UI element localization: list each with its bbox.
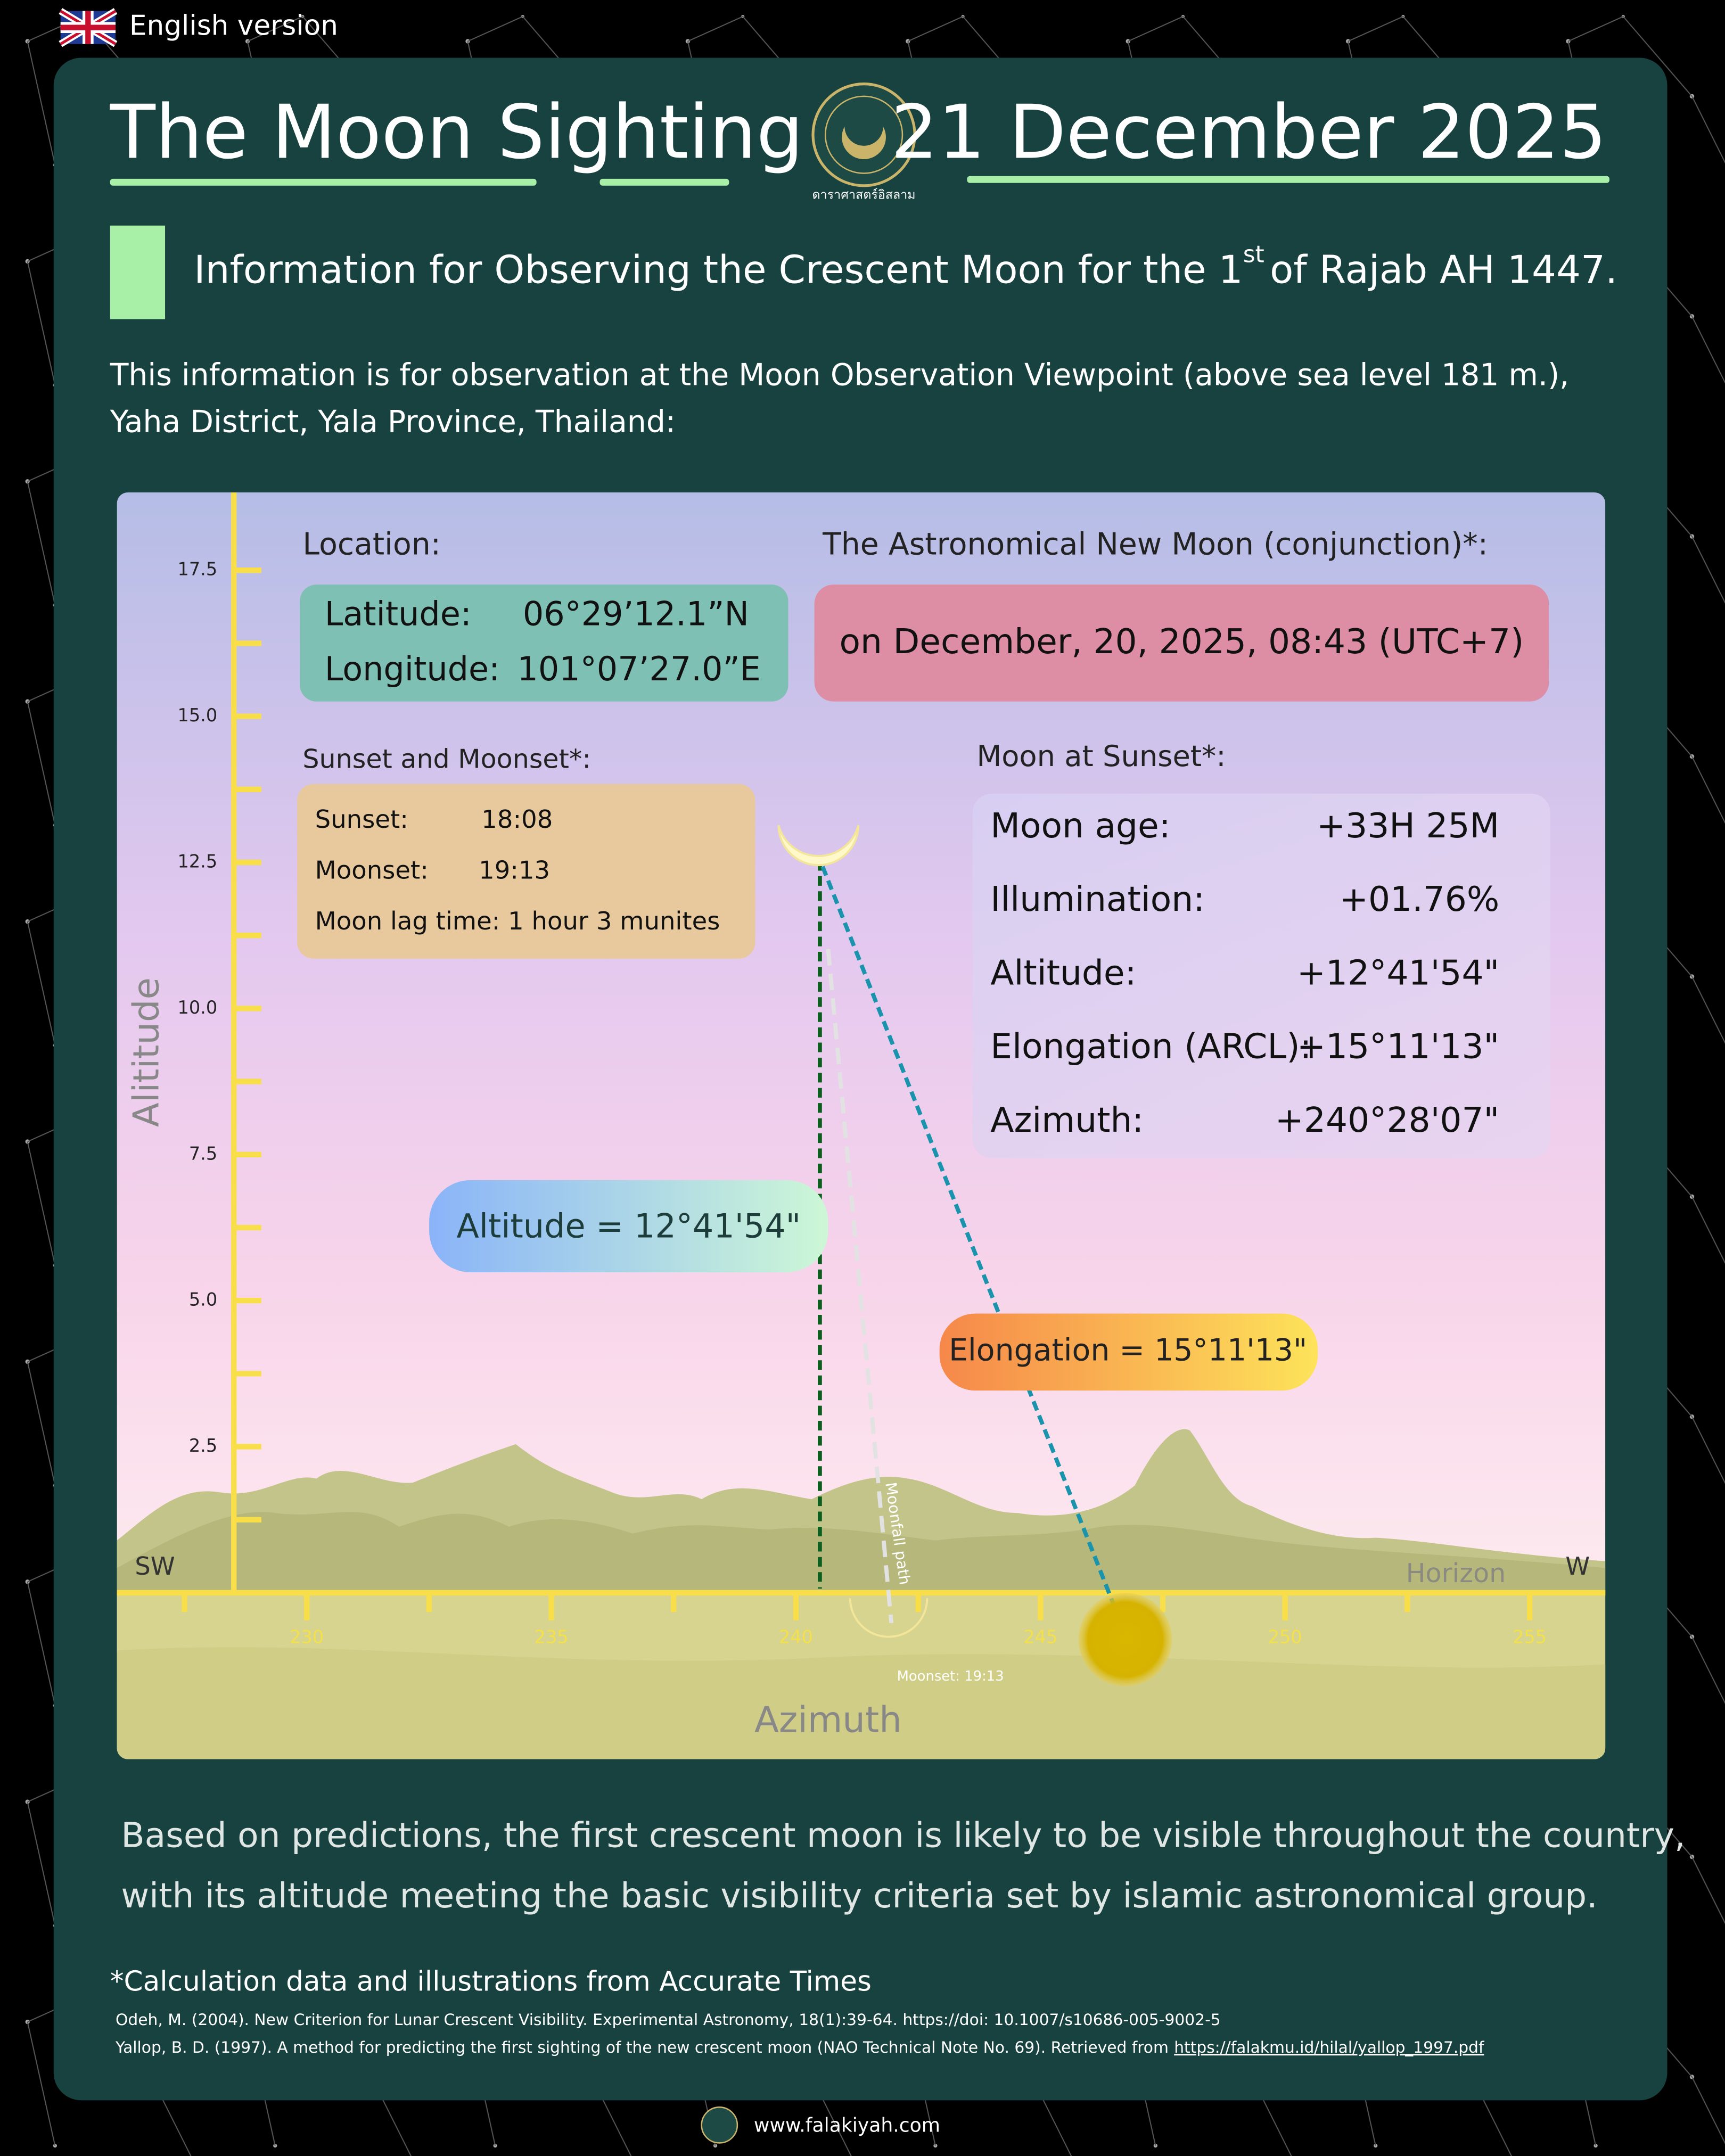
title-underline bbox=[110, 178, 537, 186]
moon-row-label: Altitude: bbox=[990, 953, 1136, 993]
logo-text: ดาราศาสตร์อิสลาม bbox=[812, 187, 916, 202]
conclusion-line: Based on predictions, the first crescent… bbox=[121, 1815, 1685, 1855]
moon-row-label: Azimuth: bbox=[990, 1100, 1144, 1140]
reference-text: Yallop, B. D. (1997). A method for predi… bbox=[115, 2038, 1169, 2057]
azimuth-tick-label: 230 bbox=[290, 1627, 324, 1648]
elongation-callout: Elongation = 15°11'13" bbox=[949, 1332, 1307, 1368]
subtitle-marker bbox=[110, 225, 166, 319]
footnote: *Calculation data and illustrations from… bbox=[110, 1966, 872, 1998]
conjunction-box bbox=[814, 585, 1549, 702]
altitude-tick-label: 5.0 bbox=[189, 1289, 217, 1310]
moon-crescent bbox=[777, 825, 860, 867]
subtitle-text-end: of Rajab AH 1447. bbox=[1270, 248, 1617, 293]
logo bbox=[811, 83, 916, 187]
website[interactable]: www.falakiyah.com bbox=[754, 2113, 940, 2136]
azimuth-axis-title: Azimuth bbox=[754, 1699, 902, 1740]
altitude-tick-label: 10.0 bbox=[177, 997, 217, 1018]
moon-sunset-box bbox=[972, 793, 1550, 1158]
azimuth-tick-label: 255 bbox=[1513, 1627, 1547, 1648]
sun bbox=[1078, 1592, 1172, 1686]
horizon-label: Horizon bbox=[1406, 1558, 1506, 1589]
moonset-value: 19:13 bbox=[479, 856, 550, 885]
moon-row-value: +12°41'54" bbox=[1297, 953, 1499, 993]
altitude-tick-label: 17.5 bbox=[177, 559, 217, 580]
ground-shade bbox=[117, 1647, 1606, 1759]
moon-row-value: +240°28'07" bbox=[1275, 1100, 1499, 1140]
reference-link[interactable]: https://falakmu.id/hilal/yallop_1997.pdf bbox=[1174, 2038, 1485, 2057]
moonset-crescent bbox=[849, 1598, 929, 1638]
title-underline bbox=[599, 178, 729, 186]
moon-row-value: +33H 25M bbox=[1317, 806, 1499, 846]
footer-logo bbox=[701, 2106, 738, 2144]
intro-line: This information is for observation at t… bbox=[110, 358, 1570, 393]
subtitle-superscript: st bbox=[1243, 241, 1264, 268]
date-underline bbox=[967, 176, 1609, 183]
moon-row-value: +15°11'13" bbox=[1297, 1027, 1499, 1067]
direction-label: W bbox=[1565, 1552, 1590, 1581]
sunset-box bbox=[297, 784, 755, 959]
longitude-label: Longitude: bbox=[325, 649, 500, 688]
title: The Moon Sighting bbox=[110, 88, 803, 175]
direction-label: SW bbox=[135, 1552, 175, 1581]
sunset-heading: Sunset and Moonset*: bbox=[302, 743, 591, 774]
location-box bbox=[300, 585, 788, 702]
date: 21 December 2025 bbox=[891, 88, 1607, 175]
moon-row-value: +01.76% bbox=[1340, 879, 1499, 919]
sunset-value: 18:08 bbox=[481, 805, 553, 834]
latitude-value: 06°29’12.1”N bbox=[523, 595, 749, 633]
altitude-tick-label: 12.5 bbox=[177, 851, 217, 872]
elongation-line bbox=[820, 866, 1128, 1635]
moon-row-label: Illumination: bbox=[990, 879, 1205, 919]
moon-sunset-rows: Moon age: +33H 25M Illumination: +01.76% Alt… bbox=[990, 806, 1499, 1140]
azimuth-tick-label: 235 bbox=[535, 1627, 569, 1648]
subtitle: Information for Observing the Crescent M… bbox=[194, 241, 1617, 293]
moonfall-path-line bbox=[826, 949, 894, 1624]
altitude-tick-label: 15.0 bbox=[177, 705, 217, 726]
moon-row-label: Elongation (ARCL): bbox=[990, 1027, 1311, 1067]
intro-line: Yaha District, Yala Province, Thailand: bbox=[110, 404, 676, 439]
sunset-label: Sunset: bbox=[315, 805, 408, 834]
latitude-label: Latitude: bbox=[325, 595, 472, 633]
altitude-tick-label: 2.5 bbox=[189, 1435, 217, 1456]
azimuth-tick-label: 245 bbox=[1023, 1627, 1057, 1648]
altitude-callout: Altitude = 12°41'54" bbox=[456, 1206, 801, 1245]
altitude-tick-label: 7.5 bbox=[189, 1143, 217, 1164]
reference: Yallop, B. D. (1997). A method for predi… bbox=[115, 2038, 1485, 2057]
moonset-label: Moonset: 19:13 bbox=[897, 1668, 1004, 1684]
moonset-row-label: Moonset: bbox=[315, 856, 429, 885]
elongation-callout-box bbox=[939, 1313, 1318, 1391]
moon-sunset-heading: Moon at Sunset*: bbox=[976, 739, 1226, 773]
axes: 2.5 5.0 7.5 10.0 12.5 15.0 17.5 230 235 240 245 250… bbox=[117, 492, 1606, 1648]
azimuth-tick-label: 240 bbox=[779, 1627, 813, 1648]
location-heading: Location: bbox=[302, 526, 441, 562]
reference: Odeh, M. (2004). New Criterion for Lunar… bbox=[116, 2011, 1221, 2029]
language-label: English version bbox=[129, 10, 338, 42]
conjunction-heading: The Astronomical New Moon (conjunction)*… bbox=[822, 526, 1488, 562]
altitude-callout-box bbox=[429, 1180, 828, 1272]
flag bbox=[59, 8, 118, 47]
subtitle-text: Information for Observing the Crescent M… bbox=[194, 248, 1243, 293]
altitude-axis-title: Alititude bbox=[126, 977, 167, 1127]
conjunction-text: on December, 20, 2025, 08:43 (UTC+7) bbox=[840, 622, 1524, 662]
azimuth-tick-label: 250 bbox=[1268, 1627, 1302, 1648]
lag-time: Moon lag time: 1 hour 3 munites bbox=[315, 907, 720, 935]
conclusion-line: with its altitude meeting the basic visi… bbox=[121, 1876, 1597, 1916]
moon-row-label: Moon age: bbox=[990, 806, 1170, 846]
mountains-front bbox=[117, 1512, 1606, 1593]
longitude-value: 101°07’27.0”E bbox=[517, 649, 760, 688]
